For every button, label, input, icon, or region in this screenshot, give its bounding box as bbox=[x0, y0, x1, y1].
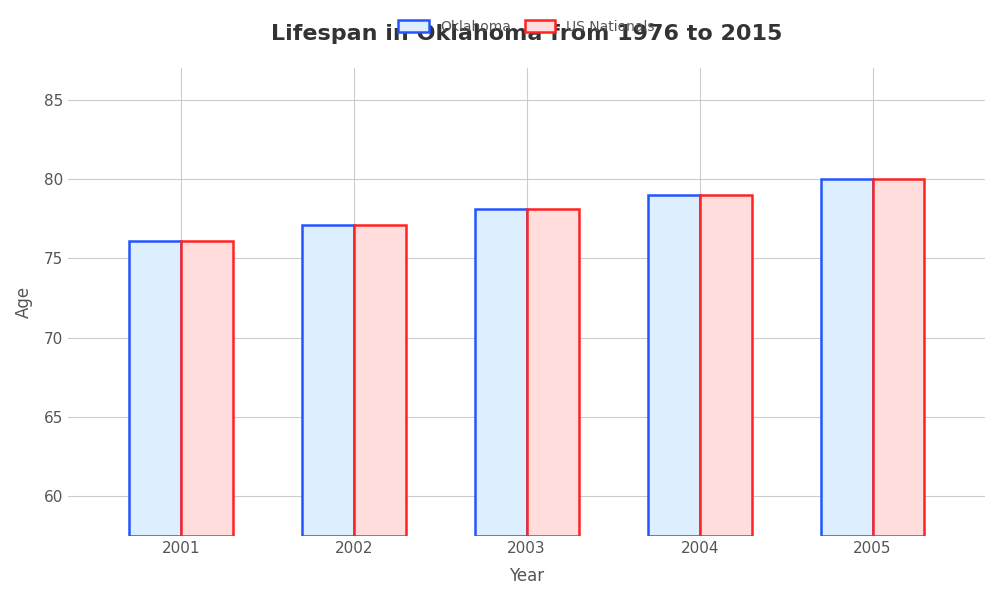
Bar bbox=[648, 195, 700, 536]
X-axis label: Year: Year bbox=[509, 567, 544, 585]
Bar bbox=[354, 225, 406, 536]
Bar bbox=[527, 209, 579, 536]
Bar bbox=[475, 209, 527, 536]
Bar bbox=[873, 179, 924, 536]
Bar bbox=[302, 225, 354, 536]
Bar bbox=[181, 241, 233, 536]
Bar bbox=[129, 241, 181, 536]
Legend: Oklahoma, US Nationals: Oklahoma, US Nationals bbox=[393, 14, 661, 40]
Y-axis label: Age: Age bbox=[15, 286, 33, 318]
Bar bbox=[700, 195, 752, 536]
Bar bbox=[821, 179, 873, 536]
Title: Lifespan in Oklahoma from 1976 to 2015: Lifespan in Oklahoma from 1976 to 2015 bbox=[271, 25, 782, 44]
